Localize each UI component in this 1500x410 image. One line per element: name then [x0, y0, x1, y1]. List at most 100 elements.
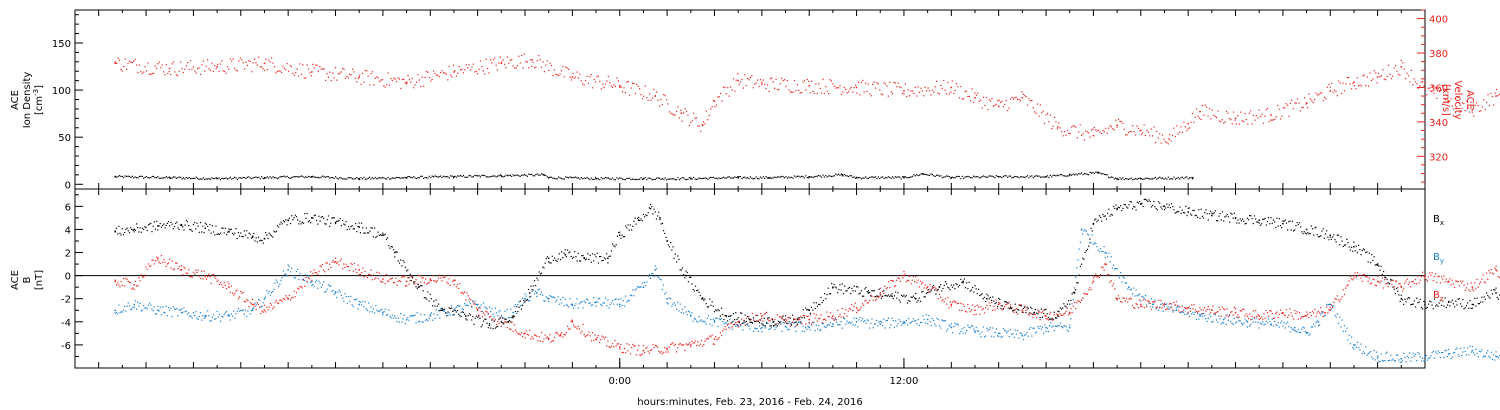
- bz-sample: [1245, 313, 1247, 315]
- ion-density-sample: [758, 178, 760, 180]
- bz-point: [358, 269, 360, 271]
- velocity-sample: [690, 121, 692, 124]
- ion-density-sample: [414, 177, 416, 179]
- velocity-sample: [566, 67, 568, 69]
- velocity-sample: [957, 86, 959, 88]
- by-sample: [1054, 325, 1057, 327]
- bz-sample: [355, 268, 357, 270]
- velocity-sample: [1143, 124, 1145, 126]
- velocity-sample: [1184, 126, 1186, 128]
- velocity-sample: [1299, 110, 1302, 112]
- by-point: [358, 303, 360, 306]
- by-point: [512, 311, 514, 314]
- by-sample: [1386, 351, 1388, 353]
- bz-sample: [1304, 314, 1306, 316]
- velocity-sample: [707, 119, 709, 121]
- by-sample: [949, 325, 951, 327]
- velocity-sample: [249, 60, 251, 63]
- by-sample: [275, 279, 277, 281]
- bz-sample: [860, 306, 862, 308]
- by-sample: [1131, 293, 1134, 295]
- by-sample: [314, 281, 316, 283]
- ion-density-sample: [779, 176, 781, 178]
- bz-sample: [1305, 311, 1308, 313]
- bz-sample: [602, 336, 604, 338]
- by-point: [157, 309, 159, 312]
- by-sample: [1297, 329, 1299, 331]
- velocity-sample: [1424, 82, 1427, 84]
- velocity-sample: [141, 72, 143, 75]
- velocity-sample: [469, 69, 472, 71]
- bz-sample: [712, 343, 714, 345]
- velocity-sample: [508, 62, 510, 64]
- velocity-sample: [438, 76, 440, 78]
- by-sample: [357, 308, 359, 310]
- bz-sample: [1039, 319, 1041, 321]
- by-sample: [400, 313, 402, 315]
- bz-sample: [812, 321, 814, 323]
- velocity-sample: [975, 94, 978, 96]
- ion-density-sample: [627, 177, 629, 180]
- velocity-sample: [177, 74, 179, 77]
- velocity-sample: [327, 76, 330, 78]
- velocity-sample: [1458, 102, 1461, 104]
- bz-sample: [194, 273, 196, 275]
- bz-sample: [458, 287, 460, 289]
- by-sample: [1435, 351, 1437, 353]
- velocity-sample: [1312, 101, 1314, 104]
- ion-density-sample: [744, 176, 746, 178]
- by-sample: [1139, 293, 1141, 295]
- bz-sample: [1077, 300, 1079, 302]
- bz-sample: [796, 318, 798, 320]
- by-sample: [1272, 325, 1275, 327]
- bz-sample: [315, 272, 318, 274]
- bz-sample: [1407, 283, 1410, 285]
- ion-density-sample: [1095, 171, 1097, 173]
- bz-sample: [668, 346, 671, 348]
- by-sample: [1239, 320, 1241, 322]
- by-sample: [477, 303, 479, 306]
- velocity-sample: [1051, 128, 1053, 130]
- by-point: [1199, 315, 1201, 317]
- by-sample: [931, 317, 933, 320]
- velocity-sample: [1278, 108, 1280, 110]
- velocity-sample: [842, 91, 844, 93]
- by-sample: [1355, 346, 1357, 348]
- by-sample: [1170, 303, 1173, 305]
- velocity-sample: [455, 75, 457, 77]
- velocity-sample: [715, 104, 717, 106]
- velocity-sample: [1090, 129, 1093, 131]
- ion-density-sample: [971, 177, 973, 179]
- bz-point: [1187, 307, 1189, 309]
- velocity-sample: [845, 88, 847, 90]
- by-sample: [680, 311, 682, 314]
- bz-sample: [864, 300, 866, 302]
- bz-sample: [687, 343, 690, 345]
- ion-density-sample: [172, 176, 175, 178]
- ion-density-sample: [690, 177, 692, 179]
- bz-sample: [806, 315, 808, 317]
- ion-density-sample: [178, 176, 180, 178]
- bz-sample: [165, 265, 167, 268]
- bz-sample: [1430, 274, 1432, 276]
- bz-sample: [1137, 307, 1140, 309]
- ion-density-sample: [1149, 178, 1151, 180]
- velocity-sample: [643, 95, 645, 97]
- velocity-sample: [687, 114, 689, 116]
- ion-density-sample: [477, 175, 479, 177]
- velocity-sample: [459, 69, 462, 71]
- velocity-sample: [511, 58, 513, 61]
- ion-density-sample: [334, 176, 337, 178]
- velocity-sample: [1463, 102, 1465, 105]
- top-right-tick-label: 400: [1429, 15, 1448, 26]
- ion-density-sample: [884, 176, 887, 179]
- bz-sample: [1025, 309, 1027, 312]
- by-sample: [1163, 306, 1166, 308]
- bz-sample: [845, 308, 847, 311]
- bz-sample: [321, 263, 324, 266]
- ion-density-sample: [1107, 176, 1110, 178]
- bz-sample: [284, 298, 286, 300]
- by-sample: [790, 322, 793, 324]
- bz-sample: [1301, 316, 1303, 318]
- by-sample: [1385, 352, 1387, 355]
